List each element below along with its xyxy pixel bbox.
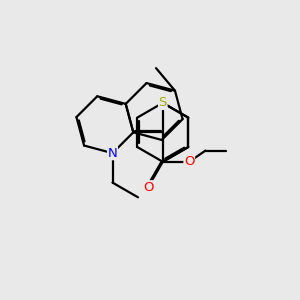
Text: O: O (143, 181, 153, 194)
Text: N: N (108, 147, 117, 160)
Text: O: O (184, 155, 194, 168)
Text: S: S (159, 96, 167, 110)
